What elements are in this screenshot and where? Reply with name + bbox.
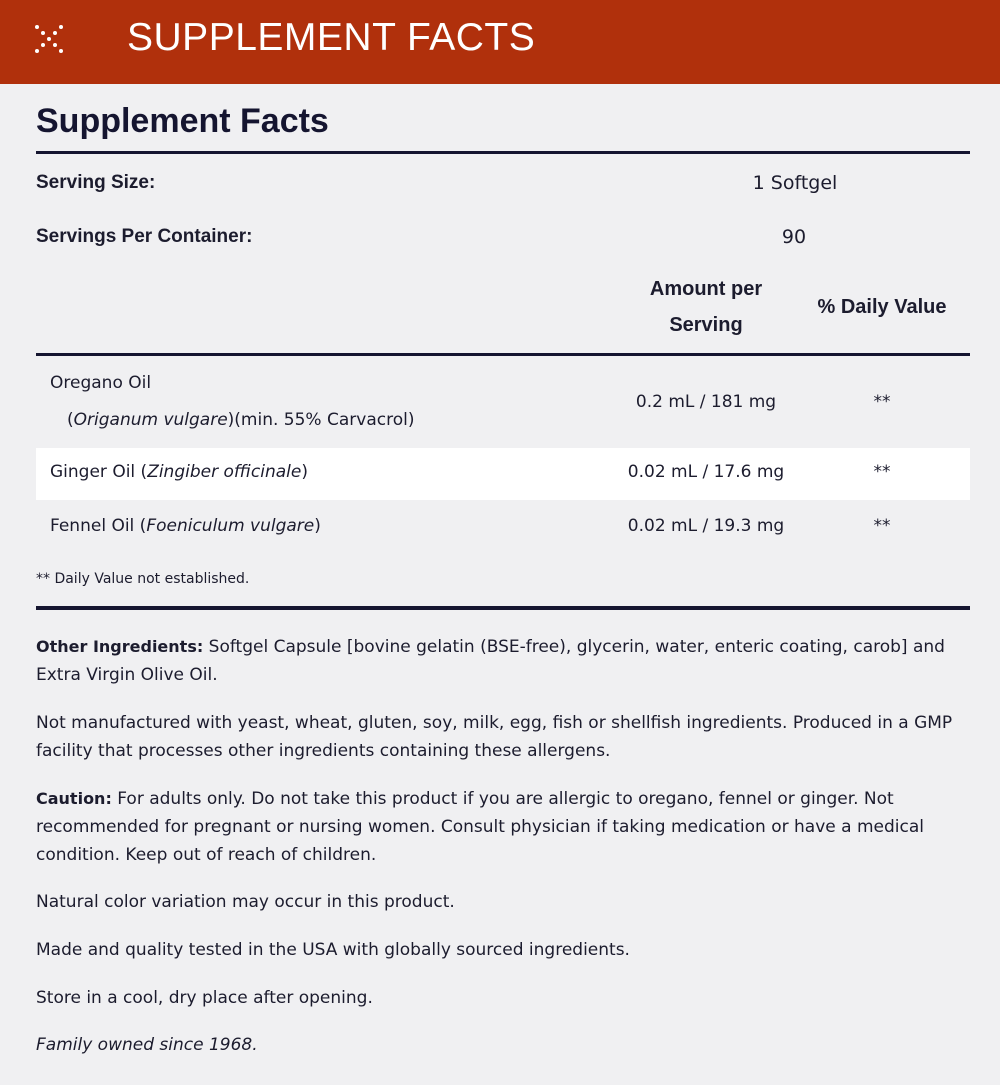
caution-statement: Caution: For adults only. Do not take th… [36, 789, 924, 865]
ingredient-amount: 0.02 mL / 17.6 mg [627, 462, 785, 482]
facts-title: Supplement Facts [36, 102, 329, 140]
ingredient-amount: 0.2 mL / 181 mg [635, 392, 777, 412]
divider [36, 606, 970, 610]
section-title: SUPPLEMENT FACTS [127, 16, 536, 59]
amount-header-line2: Serving [669, 314, 743, 336]
made-in-usa: Made and quality tested in the USA with … [36, 940, 630, 960]
ingredient-dv: ** [873, 392, 891, 412]
ingredient-name: Oregano Oil [50, 373, 152, 393]
family-owned: Family owned since 1968. [36, 1035, 258, 1055]
ingredient-dv: ** [873, 462, 891, 482]
serving-size-label: Serving Size: [36, 172, 156, 193]
footnote: ** Daily Value not established. [36, 571, 250, 587]
row-highlight [36, 448, 970, 500]
servings-label: Servings Per Container: [36, 226, 253, 247]
ingredient-dv: ** [873, 516, 891, 536]
color-note: Natural color variation may occur in thi… [36, 892, 455, 912]
ingredient-detail: (Origanum vulgare)(min. 55% Carvacrol) [67, 410, 415, 430]
dv-column-header: % Daily Value [817, 296, 947, 318]
amount-column-header: Amount per Serving [606, 271, 806, 343]
divider [36, 151, 970, 154]
servings-value: 90 [781, 226, 807, 248]
amount-header-line1: Amount per [649, 278, 763, 300]
divider [36, 353, 970, 356]
dots-x-icon [35, 25, 63, 53]
other-ingredients: Other Ingredients: Softgel Capsule [bovi… [36, 637, 945, 685]
section-header[interactable]: SUPPLEMENT FACTS [0, 0, 1000, 84]
serving-size-value: 1 Softgel [752, 172, 838, 194]
ingredient-amount: 0.02 mL / 19.3 mg [627, 516, 785, 536]
ingredient-name: Fennel Oil (Foeniculum vulgare) [50, 516, 321, 536]
ingredient-name: Ginger Oil (Zingiber officinale) [50, 462, 308, 482]
allergen-statement: Not manufactured with yeast, wheat, glut… [36, 713, 953, 761]
storage-note: Store in a cool, dry place after opening… [36, 988, 373, 1008]
